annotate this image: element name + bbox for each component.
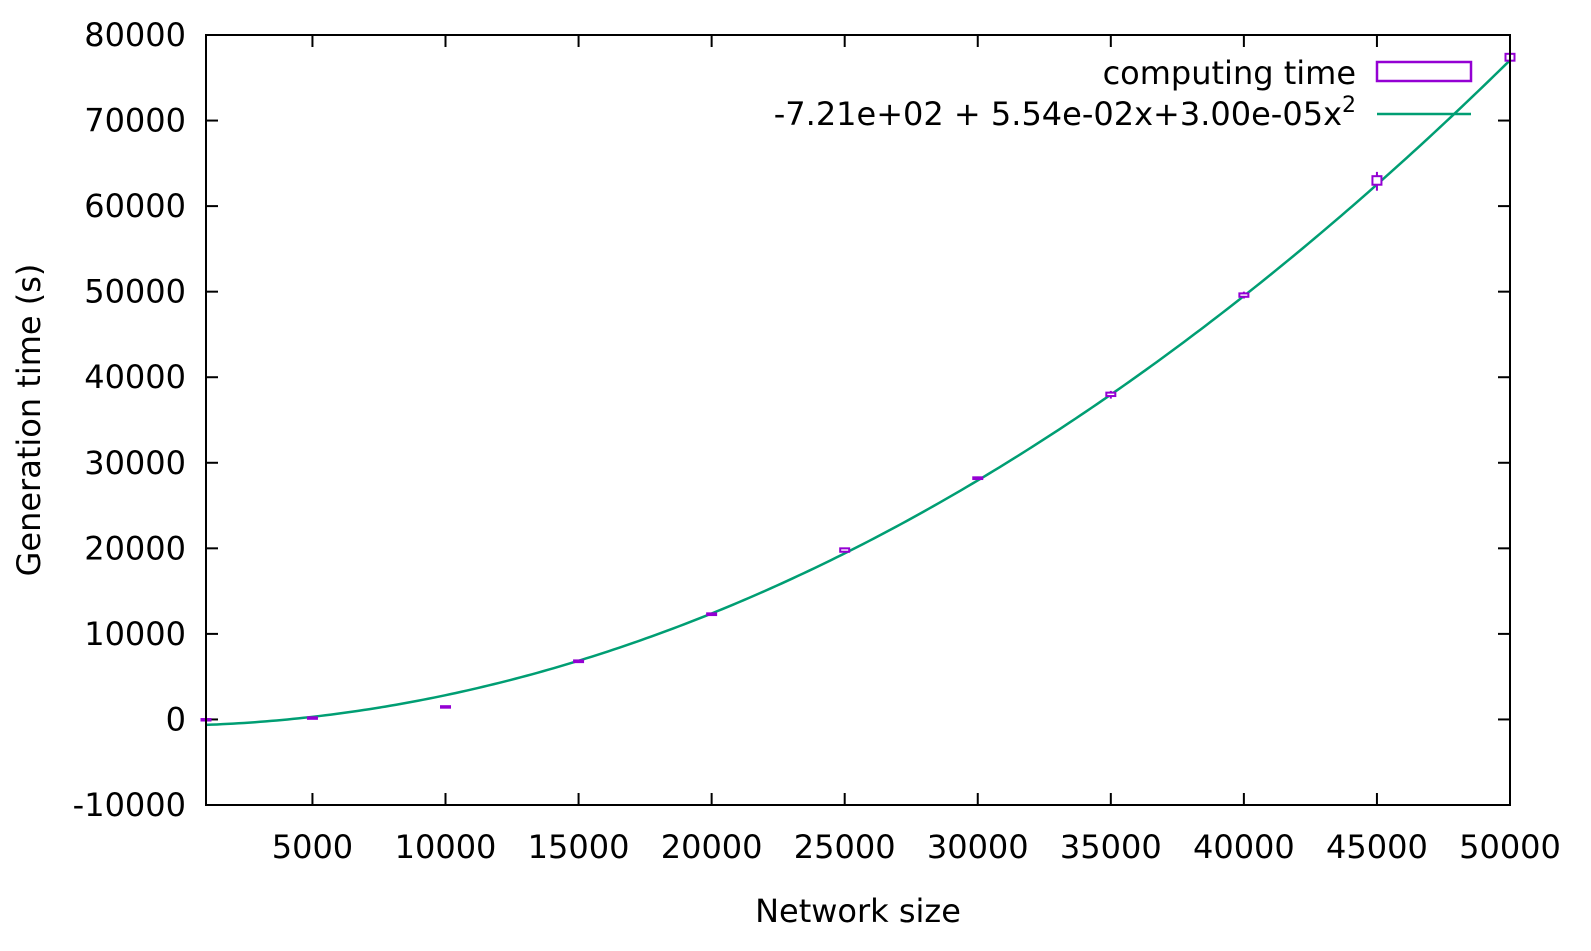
x-tick-label: 30000 xyxy=(927,828,1029,866)
x-tick-label: 35000 xyxy=(1060,828,1162,866)
legend-swatch-computing-time xyxy=(1375,60,1473,83)
y-tick-label: 60000 xyxy=(84,187,186,225)
y-tick-label: 80000 xyxy=(84,16,186,54)
data-point-computing-time xyxy=(306,716,318,720)
y-tick-label: -10000 xyxy=(73,786,186,824)
x-tick-label: 10000 xyxy=(395,828,497,866)
data-point-box xyxy=(839,547,851,553)
x-tick-label: 25000 xyxy=(794,828,896,866)
data-point-box xyxy=(1238,292,1250,298)
data-point-computing-time xyxy=(1105,390,1117,399)
data-point-computing-time xyxy=(839,547,851,553)
data-point-box xyxy=(1105,391,1117,398)
legend-label-computing-time: computing time xyxy=(1103,54,1356,92)
x-tick-label: 40000 xyxy=(1193,828,1295,866)
x-tick-label: 20000 xyxy=(661,828,763,866)
data-point-box xyxy=(706,612,718,617)
legend: computing time -7.21e+02 + 5.54e-02x+3.0… xyxy=(774,54,1473,133)
x-axis-label: Network size xyxy=(755,892,961,930)
data-point-box xyxy=(972,476,984,481)
y-tick-label: 10000 xyxy=(84,615,186,653)
data-point-box xyxy=(573,659,585,664)
y-tick-label: 50000 xyxy=(84,273,186,311)
data-point-box xyxy=(440,705,452,709)
y-tick-label: 20000 xyxy=(84,529,186,567)
data-point-computing-time xyxy=(573,659,585,664)
data-point-computing-time xyxy=(1238,291,1250,299)
data-point-computing-time xyxy=(706,612,718,617)
legend-fit-exponent: 2 xyxy=(1342,93,1356,118)
data-point-computing-time xyxy=(972,476,984,481)
data-point-box xyxy=(1371,175,1383,186)
x-tick-label: 15000 xyxy=(528,828,630,866)
x-tick-label: 5000 xyxy=(272,828,353,866)
series-fit-line xyxy=(205,59,1511,727)
legend-label-fit: -7.21e+02 + 5.54e-02x+3.00e-05x2 xyxy=(774,93,1356,133)
data-point-computing-time xyxy=(440,705,452,709)
y-tick-label: 30000 xyxy=(84,444,186,482)
y-tick-label: 70000 xyxy=(84,102,186,140)
y-tick-label: 0 xyxy=(166,700,186,738)
y-tick-label: 40000 xyxy=(84,358,186,396)
plot-frame xyxy=(205,34,1511,806)
y-axis-label: Generation time (s) xyxy=(10,264,48,577)
x-tick-label: 45000 xyxy=(1326,828,1428,866)
x-tick-label: 50000 xyxy=(1459,828,1561,866)
data-point-computing-time xyxy=(1371,171,1383,191)
legend-fit-formula: -7.21e+02 + 5.54e-02x+3.00e-05x xyxy=(774,95,1342,133)
data-point-box xyxy=(306,716,318,720)
